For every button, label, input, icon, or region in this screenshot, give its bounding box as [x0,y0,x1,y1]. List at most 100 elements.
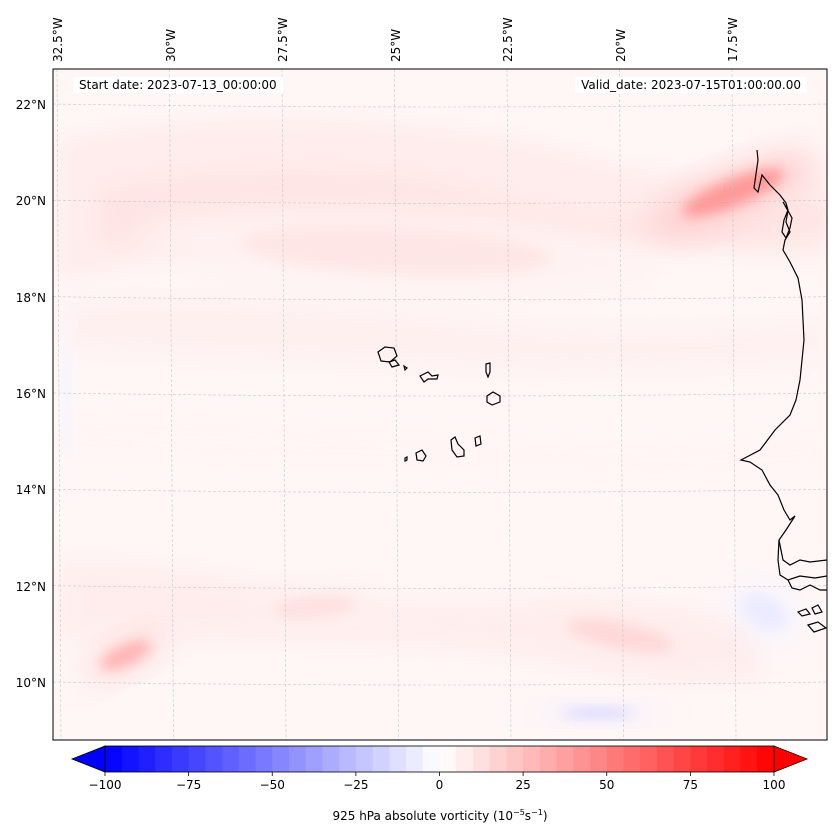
vorticity-feature-core [682,169,784,217]
colorbar-segment [422,746,440,772]
colorbar-segment [523,746,541,772]
start-date-label: Start date: 2023-07-13_00:00:00 [73,77,283,93]
longitude-label: 17.5°W [726,17,740,62]
vorticity-feature-core [562,708,634,718]
colorbar-segment [171,746,190,772]
latitude-label: 22°N [15,98,46,112]
colorbar-segment [288,746,307,772]
island-outline [450,436,465,458]
longitude-label: 30°W [163,28,178,62]
vorticity-feature-core [567,618,674,653]
island-outline [403,364,408,372]
vorticity-feature-group [244,587,385,626]
colorbar-title-prefix: 925 hPa absolute vorticity (10 [332,809,513,823]
parallel-line [53,585,827,589]
colorbar-tick-label: 0 [435,778,444,792]
colorbar-segment [472,746,491,772]
colorbar-title: 925 hPa absolute vorticity (10−5s−1) [332,808,547,823]
islet-outline [811,604,823,615]
island-outline [474,435,482,447]
latitude-label: 12°N [15,579,46,594]
vorticity-band-3 [60,296,827,372]
vorticity-band-5 [60,560,760,683]
colorbar-segment [656,746,675,772]
colorbar-segment [138,746,156,772]
colorbar-segment [757,746,775,772]
vorticity-band-4 [60,417,827,478]
meridian-line [506,69,512,740]
parallel-line [53,681,827,686]
colorbar-segment [723,746,742,772]
colorbar-segment [121,746,139,772]
colorbar-tick-label: 75 [682,778,699,792]
colorbar-tick-label: −50 [259,778,285,792]
island-outline [388,359,401,368]
map-frame [52,68,828,741]
colorbar-segment [222,746,240,772]
colorbar-segment [707,746,725,772]
colorbar-tick-label: 100 [762,778,786,792]
colorbar-segment [640,746,658,772]
latitude-label: 10°N [15,676,46,690]
vorticity-field [53,69,827,740]
vorticity-feature-group [649,153,817,233]
colorbar-segment [439,746,457,772]
parallel-line [53,296,827,300]
parallel-line [53,200,827,204]
colorbar-tick-label: −25 [343,778,369,792]
vorticity-feature-core [742,594,787,630]
coastline-africa-4 [781,201,793,240]
longitude-label: 27.5°W [276,17,290,62]
colorbar-segment [740,746,758,772]
island-outline [404,456,408,462]
island-outline [486,391,501,406]
colorbar-tick-label: −75 [175,778,202,792]
coastline-africa-3 [787,579,827,591]
latitude-label: 18°N [15,290,46,305]
meridian-line [281,69,287,740]
colorbar-segment [690,746,708,772]
graticule [53,69,827,740]
coastlines [377,149,827,633]
colorbar-title-exponent-2: −1 [531,808,543,817]
island-outline [485,362,491,379]
colorbar-extend-min [70,745,106,773]
islet-outline [806,621,827,633]
colorbar-segment [389,746,407,772]
colorbar-segment [322,746,340,772]
vorticity-feature-core [100,640,151,670]
colorbar-segment [556,746,574,772]
colorbar [70,745,809,776]
colorbar-segment [406,746,424,772]
colorbar-segment [539,746,558,772]
meridian-line [394,69,399,740]
colorbar-segment [238,746,257,772]
colorbar-segment [673,746,691,772]
colorbar-segment [506,746,524,772]
colorbar-title-suffix: ) [542,809,548,823]
colorbar-extend-max [773,745,809,773]
longitude-label: 25°W [388,28,403,62]
vorticity-feature-group [62,285,72,505]
longitude-label: 22.5°W [501,17,515,62]
vorticity-feature-core [272,595,357,619]
island-outline [415,449,427,462]
colorbar-segment [590,746,608,772]
vorticity-feature-group [532,607,709,665]
longitude-label: 20°W [613,28,628,62]
colorbar-title-unit: s [524,809,532,823]
colorbar-tick-label: 50 [599,778,615,792]
colorbar-segment [305,746,323,772]
parallel-line [53,392,827,397]
colorbar-segment [188,746,206,772]
islet-outline [796,608,812,617]
latitude-label: 14°N [15,483,46,498]
meridian-line [731,69,737,740]
colorbar-segment [372,746,390,772]
colorbar-segment [355,746,374,772]
colorbar-segment [339,746,357,772]
coastline-africa-1 [739,149,827,566]
colorbar-segment [105,746,123,772]
